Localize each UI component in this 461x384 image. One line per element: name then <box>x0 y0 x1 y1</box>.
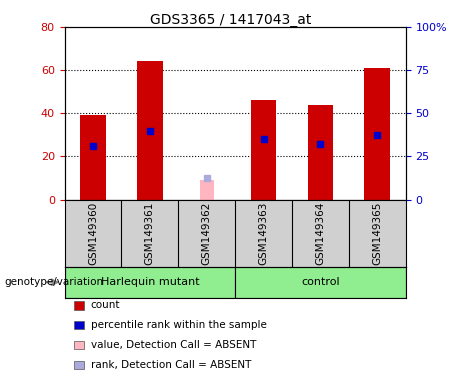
Text: count: count <box>91 300 120 310</box>
Text: percentile rank within the sample: percentile rank within the sample <box>91 320 267 330</box>
Bar <box>365 68 390 200</box>
Text: GSM149360: GSM149360 <box>88 202 98 265</box>
Text: GSM149362: GSM149362 <box>201 202 212 265</box>
Text: Harlequin mutant: Harlequin mutant <box>100 277 199 287</box>
Text: genotype/variation: genotype/variation <box>5 277 104 287</box>
Text: GSM149364: GSM149364 <box>315 202 325 265</box>
Text: control: control <box>301 277 340 287</box>
Text: GDS3365 / 1417043_at: GDS3365 / 1417043_at <box>150 13 311 27</box>
Text: value, Detection Call = ABSENT: value, Detection Call = ABSENT <box>91 340 256 350</box>
Text: GSM149365: GSM149365 <box>372 202 382 265</box>
Bar <box>65 267 235 298</box>
Text: GSM149361: GSM149361 <box>145 202 155 265</box>
Bar <box>235 267 406 298</box>
Text: rank, Detection Call = ABSENT: rank, Detection Call = ABSENT <box>91 360 251 370</box>
Text: GSM149363: GSM149363 <box>259 202 269 265</box>
Bar <box>80 116 106 200</box>
Bar <box>137 61 163 200</box>
Bar <box>200 180 214 200</box>
Bar <box>307 104 333 200</box>
Bar <box>251 100 276 200</box>
